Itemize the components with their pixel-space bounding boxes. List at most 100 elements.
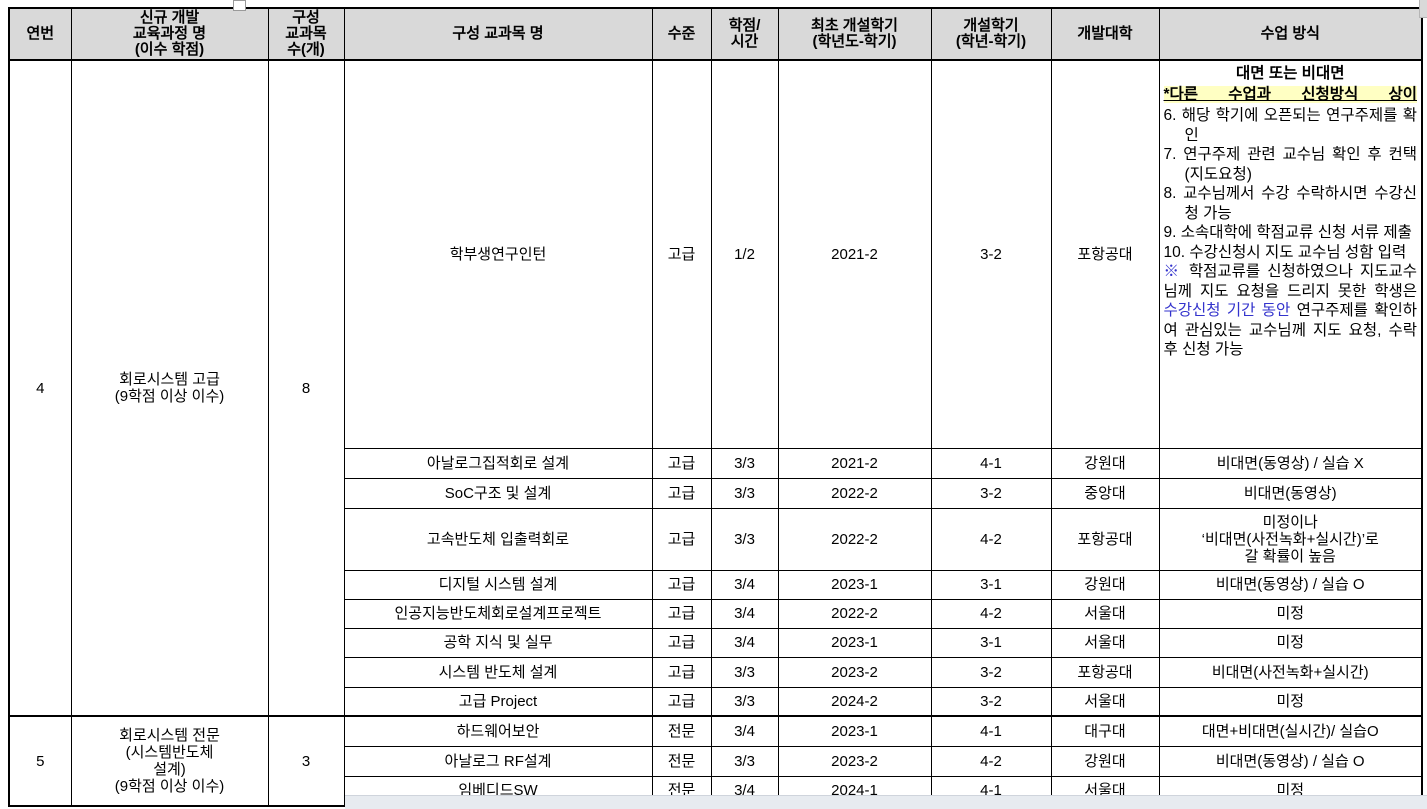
- cell-course-semester: 3-2: [930, 686, 1052, 717]
- method-step: 10. 수강신청시 지도 교수님 성함 입력: [1164, 243, 1418, 263]
- step-number: 8.: [1163, 185, 1177, 202]
- col-header-seq: 연번: [8, 7, 72, 61]
- cell-course-method: 대면+비대면(실시간)/ 실습O: [1158, 715, 1423, 747]
- cell-group4-count: 8: [267, 59, 345, 717]
- cell-course-university: 포항공대: [1050, 656, 1160, 688]
- cell-course-credit: 3/4: [710, 569, 779, 600]
- cell-course-name: 아날로그 RF설계: [343, 745, 653, 777]
- cell-course-credit: 3/4: [710, 598, 779, 629]
- step-text: 연구주제 관련 교수님 확인 후 컨택(지도요청): [1183, 146, 1417, 183]
- cell-course-name: 고속반도체 입출력회로: [343, 507, 653, 571]
- cell-course-first-semester: 2022-2: [777, 598, 932, 629]
- cell-course-university: 서울대: [1050, 627, 1160, 658]
- method-headline: 대면 또는 비대면: [1236, 65, 1345, 82]
- method-step: 7. 연구주제 관련 교수님 확인 후 컨택(지도요청): [1164, 145, 1418, 184]
- cell-course-level: 고급: [651, 656, 712, 688]
- note-marker: ※: [1163, 263, 1182, 280]
- cell-course-university: 포항공대: [1050, 507, 1160, 571]
- cell-course-semester: 4-1: [930, 447, 1052, 479]
- cell-course-credit: 1/2: [710, 59, 779, 449]
- cell-course-level: 고급: [651, 598, 712, 629]
- cell-course-credit: 3/3: [710, 507, 779, 571]
- cell-course-name: 학부생연구인턴: [343, 59, 653, 449]
- cell-course-first-semester: 2023-2: [777, 745, 932, 777]
- cell-course-semester: 4-2: [930, 598, 1052, 629]
- cell-course-name: 고급 Project: [343, 686, 653, 717]
- step-number: 10.: [1163, 243, 1186, 261]
- col-header-course-name: 구성 교과목 명: [343, 7, 653, 61]
- cell-group4-no: 4: [8, 59, 72, 717]
- cell-course-method: 미정: [1158, 598, 1423, 629]
- cell-course-university: 서울대: [1050, 686, 1160, 717]
- col-header-first-semester: 최초 개설학기 (학년도-학기): [777, 7, 932, 61]
- cell-course-level: 고급: [651, 686, 712, 717]
- cell-course-university: 중앙대: [1050, 477, 1160, 509]
- note-text: 학점교류를 신청하였으나 지도교수님께 지도 요청을 드리지 못한 학생은: [1163, 263, 1418, 300]
- cell-course-first-semester: 2022-2: [777, 477, 932, 509]
- header-row: 연번 신규 개발 교육과정 명 (이수 학점) 구성 교과목 수(개) 구성 교…: [8, 7, 1423, 61]
- course-row: 디지털 시스템 설계 고급 3/4 2023-1 3-1 강원대 비대면(동영상…: [9, 569, 1423, 600]
- cell-course-first-semester: 2021-2: [777, 447, 932, 479]
- cell-course-credit: 3/4: [710, 715, 779, 747]
- cell-course-level: 고급: [651, 447, 712, 479]
- col-header-course-count: 구성 교과목 수(개): [267, 7, 345, 61]
- cell-group5-count: 3: [267, 715, 345, 807]
- cell-course-method: 비대면(동영상) / 실습 O: [1158, 569, 1423, 600]
- cell-course-semester: 3-2: [930, 656, 1052, 688]
- cell-course-method: 비대면(동영상): [1158, 477, 1423, 509]
- cell-course-method: 비대면(사전녹화+실시간): [1158, 656, 1423, 688]
- cell-course-name: 인공지능반도체회로설계프로젝트: [343, 598, 653, 629]
- cell-course-semester: 4-1: [930, 715, 1052, 747]
- cell-course-credit: 3/3: [710, 447, 779, 479]
- cell-course-name: 시스템 반도체 설계: [343, 656, 653, 688]
- cell-course-credit: 3/3: [710, 745, 779, 777]
- course-row: 시스템 반도체 설계 고급 3/3 2023-2 3-2 포항공대 비대면(사전…: [9, 656, 1423, 688]
- cell-group5-name: 회로시스템 전문 (시스템반도체 설계) (9학점 이상 이수): [70, 715, 269, 807]
- note-text: 연구주제를 확인하여 관심있는 교수님께 지도 요청, 수락 후 신청 가능: [1163, 302, 1418, 358]
- step-text: 해당 학기에 오픈되는 연구주제를 확인: [1181, 107, 1417, 144]
- cell-course-name: 하드웨어보안: [343, 715, 653, 747]
- cell-course-level: 고급: [651, 569, 712, 600]
- cell-group4-name: 회로시스템 고급 (9학점 이상 이수): [70, 59, 269, 717]
- cell-course-name: 디지털 시스템 설계: [343, 569, 653, 600]
- cell-course-first-semester: 2023-1: [777, 715, 932, 747]
- course-row: 고급 Project 고급 3/3 2024-2 3-2 서울대 미정: [9, 686, 1423, 717]
- cell-course-semester: 3-2: [930, 59, 1052, 449]
- course-table-container: 연번 신규 개발 교육과정 명 (이수 학점) 구성 교과목 수(개) 구성 교…: [8, 7, 1423, 807]
- cell-course-method: 미정: [1158, 627, 1423, 658]
- method-step: 8. 교수님께서 수강 수락하시면 수강신청 가능: [1164, 184, 1418, 223]
- scrollbar-corner: [1419, 0, 1427, 18]
- col-header-university: 개발대학: [1050, 7, 1160, 61]
- cell-course-level: 고급: [651, 477, 712, 509]
- cell-course-first-semester: 2023-1: [777, 569, 932, 600]
- col-header-credit-hours: 학점/ 시간: [710, 7, 779, 61]
- cell-course-first-semester: 2024-2: [777, 686, 932, 717]
- cell-course-method: 미정이나 ‘비대면(사전녹화+실시간)’로 갈 확률이 높음: [1158, 507, 1423, 571]
- col-header-semester: 개설학기 (학년-학기): [930, 7, 1052, 61]
- cell-course-method: 미정: [1158, 686, 1423, 717]
- course-row: 아날로그집적회로 설계 고급 3/3 2021-2 4-1 강원대 비대면(동영…: [9, 447, 1423, 479]
- cell-course-method: 비대면(동영상) / 실습 O: [1158, 745, 1423, 777]
- course-row: 고속반도체 입출력회로 고급 3/3 2022-2 4-2 포항공대 미정이나 …: [9, 507, 1423, 571]
- cell-course-credit: 3/3: [710, 656, 779, 688]
- course-row: 4 회로시스템 고급 (9학점 이상 이수) 8 학부생연구인턴 고급 1/2 …: [8, 59, 1423, 717]
- cell-course-credit: 3/3: [710, 477, 779, 509]
- cell-course-first-semester: 2023-1: [777, 627, 932, 658]
- course-row: 공학 지식 및 실무 고급 3/4 2023-1 3-1 서울대 미정: [9, 627, 1423, 658]
- cell-course-level: 고급: [651, 59, 712, 449]
- course-row: SoC구조 및 설계 고급 3/3 2022-2 3-2 중앙대 비대면(동영상…: [9, 477, 1423, 509]
- step-text: 소속대학에 학점교류 신청 서류 제출: [1180, 224, 1412, 241]
- col-header-curriculum-name: 신규 개발 교육과정 명 (이수 학점): [70, 7, 269, 61]
- horizontal-scrollbar[interactable]: [345, 795, 1427, 809]
- step-number: 7.: [1163, 146, 1177, 163]
- cell-course-semester: 4-2: [930, 745, 1052, 777]
- method-step: 9. 소속대학에 학점교류 신청 서류 제출: [1164, 223, 1418, 243]
- cell-course-level: 고급: [651, 507, 712, 571]
- method-subheadline: *다른 수업과 신청방식 상이: [1163, 84, 1417, 106]
- cell-group5-no: 5: [8, 715, 72, 807]
- method-step: 6. 해당 학기에 오픈되는 연구주제를 확인: [1164, 106, 1418, 145]
- note-link-text: 수강신청 기간 동안: [1163, 302, 1291, 319]
- cell-course-level: 고급: [651, 627, 712, 658]
- cell-course-university: 강원대: [1050, 745, 1160, 777]
- cell-course-credit: 3/4: [710, 627, 779, 658]
